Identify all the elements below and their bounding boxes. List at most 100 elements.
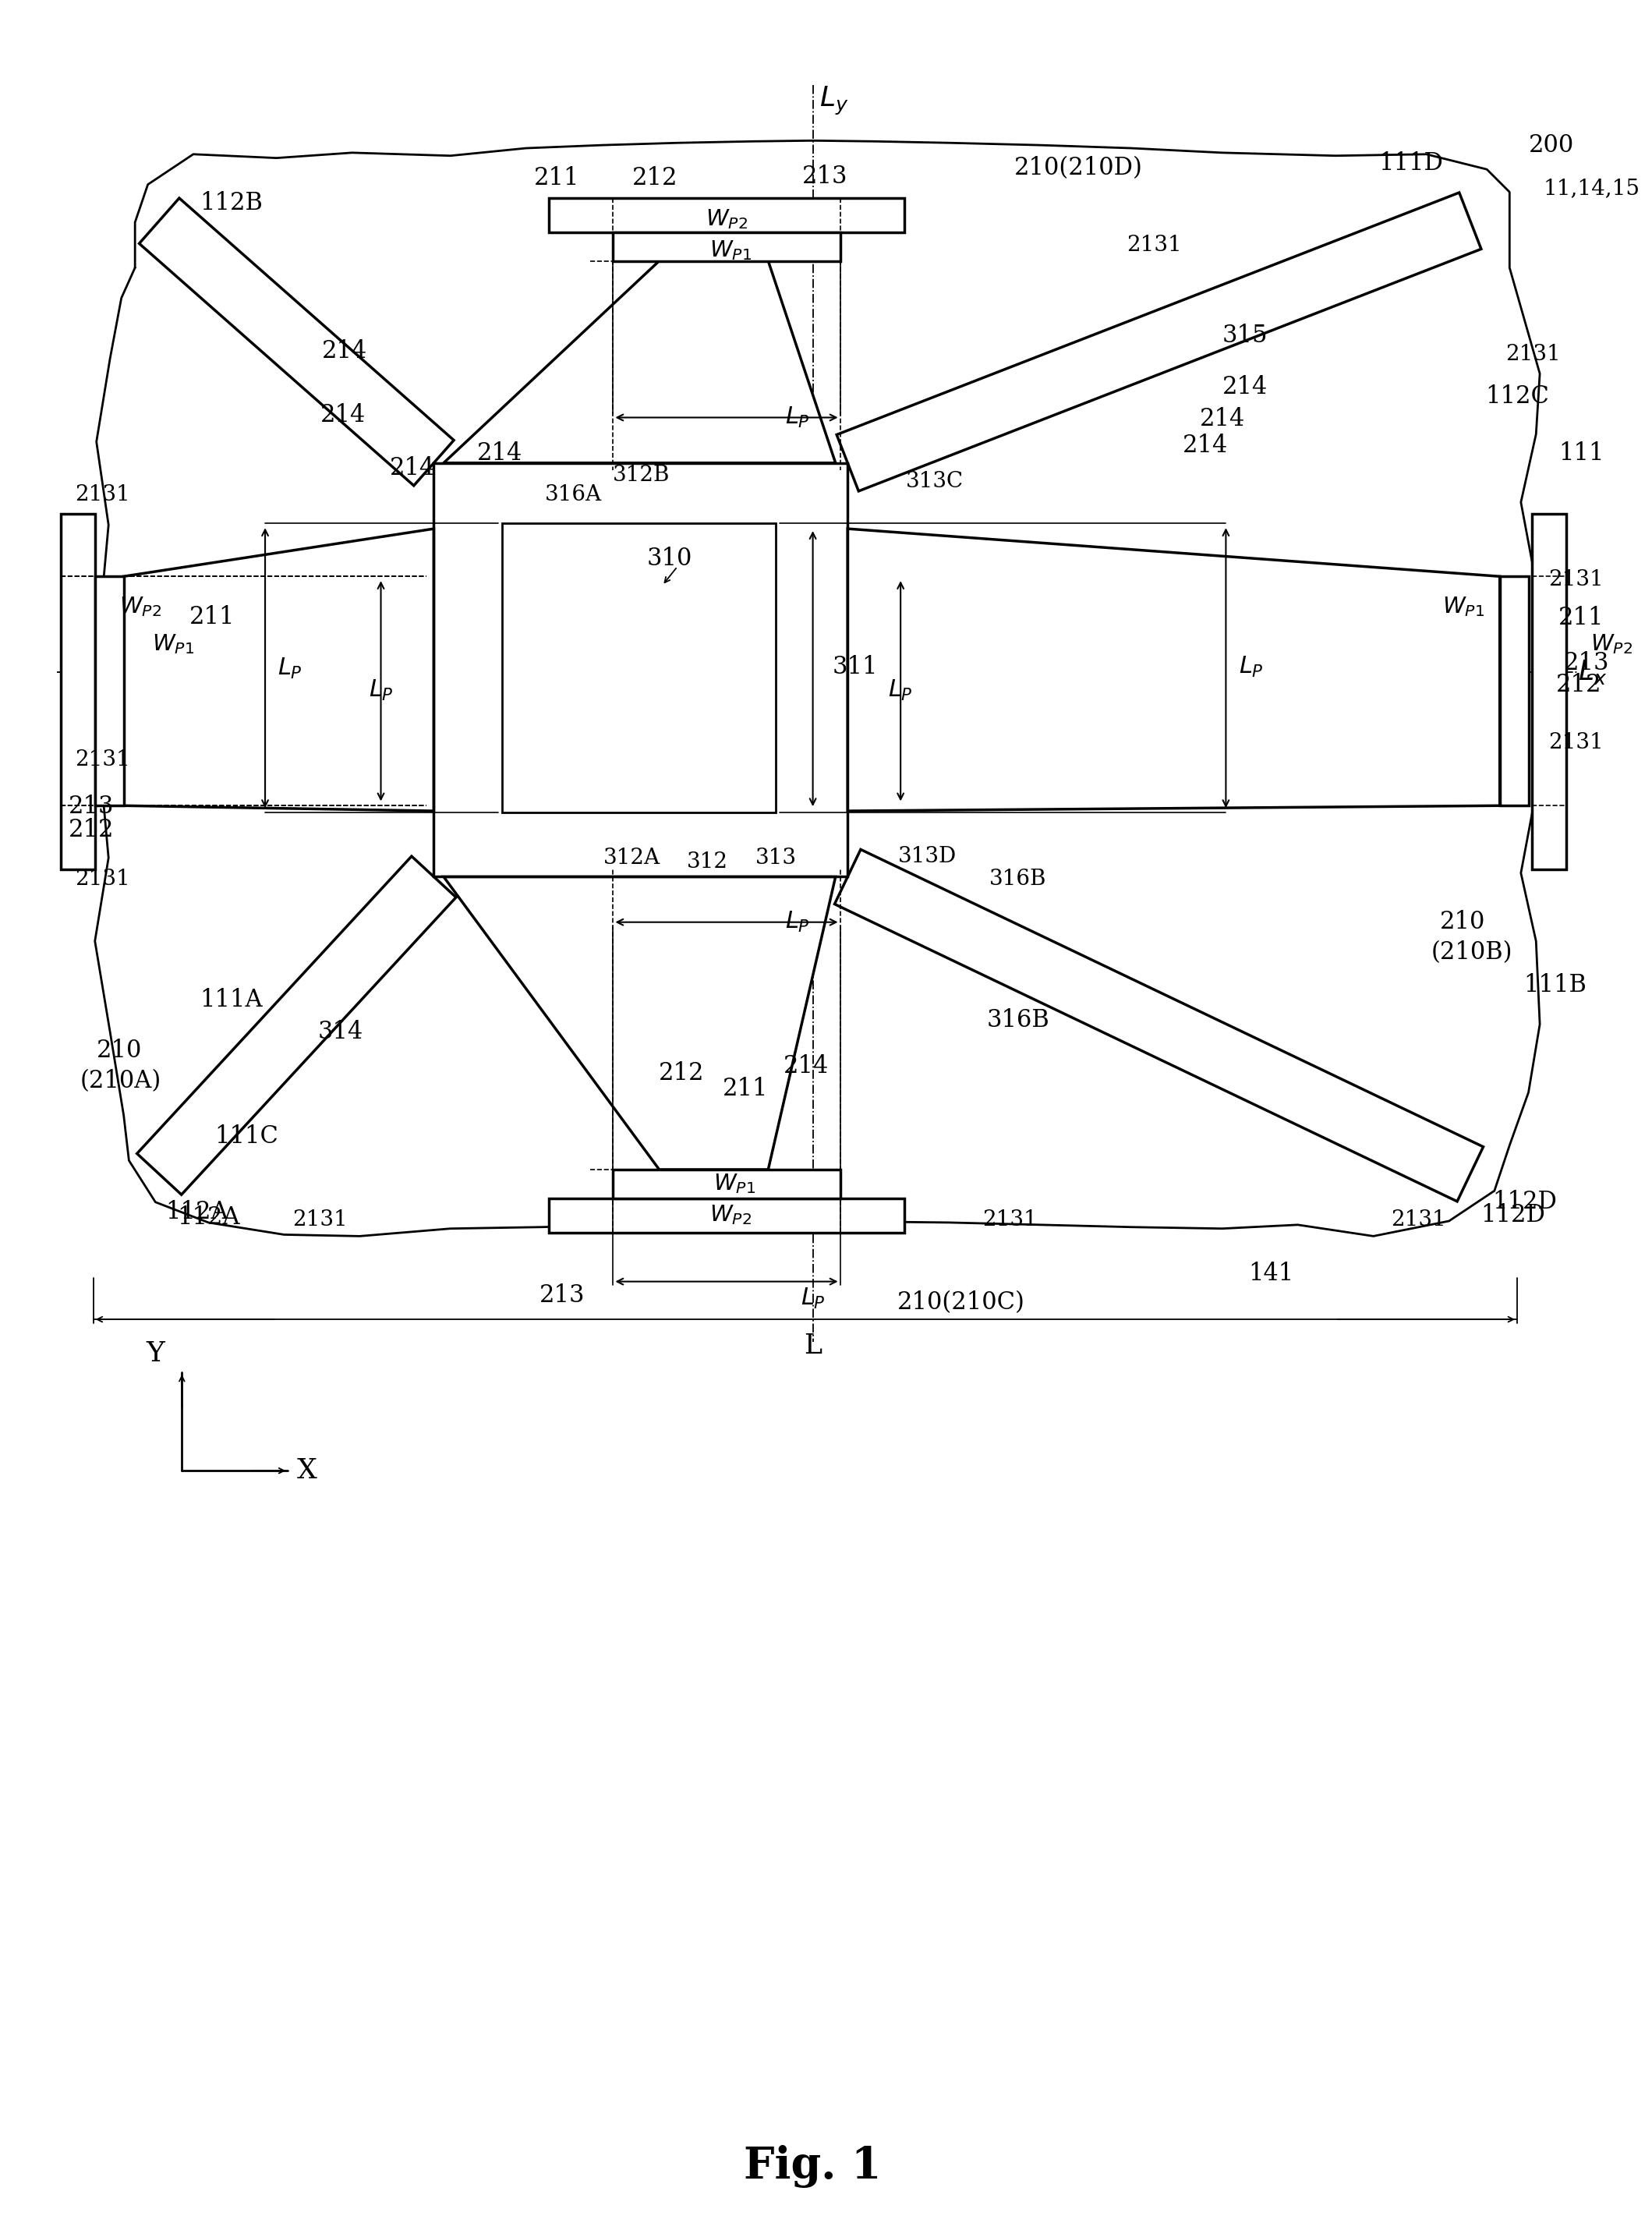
Text: 2131: 2131 (1548, 568, 1604, 591)
Polygon shape (836, 192, 1482, 492)
Text: 112A: 112A (165, 1199, 228, 1224)
Text: 316B: 316B (990, 868, 1046, 890)
Text: $W_{P2}$: $W_{P2}$ (119, 595, 162, 617)
Text: $W_{P1}$: $W_{P1}$ (709, 239, 752, 262)
Text: 213: 213 (540, 1284, 585, 1306)
Bar (1533, 515, 1566, 870)
Text: 2131: 2131 (74, 749, 131, 770)
Text: 2131: 2131 (1391, 1208, 1447, 1230)
Bar (434, 812, 847, 877)
Text: 11,14,15: 11,14,15 (1543, 177, 1639, 199)
Bar (776, 523, 847, 812)
Text: 312A: 312A (603, 848, 661, 868)
Text: 210: 210 (1441, 910, 1485, 935)
Text: 316A: 316A (545, 483, 601, 506)
Text: 2131: 2131 (1548, 731, 1604, 754)
Text: $L_P$: $L_P$ (785, 405, 809, 430)
Text: $L_y$: $L_y$ (819, 85, 849, 116)
Text: 213: 213 (68, 794, 114, 819)
Text: (210A): (210A) (79, 1069, 162, 1094)
Text: (210B): (210B) (1431, 940, 1513, 964)
Text: 2131: 2131 (1127, 235, 1181, 255)
Polygon shape (124, 528, 434, 812)
Text: 214: 214 (783, 1054, 829, 1078)
Text: 2131: 2131 (983, 1208, 1037, 1230)
Text: $L_P$: $L_P$ (889, 678, 914, 702)
Text: $W_{P2}$: $W_{P2}$ (1591, 633, 1632, 655)
Text: 312: 312 (687, 850, 729, 872)
Text: $W_{P1}$: $W_{P1}$ (1442, 595, 1485, 617)
Text: $W_{P2}$: $W_{P2}$ (709, 1204, 752, 1226)
Text: 312B: 312B (613, 465, 669, 485)
Text: 2131: 2131 (74, 868, 131, 890)
Text: 213: 213 (1564, 651, 1609, 676)
Text: 2131: 2131 (74, 483, 131, 506)
Text: 111D: 111D (1379, 152, 1444, 174)
Text: $L_x$: $L_x$ (1578, 658, 1607, 687)
Polygon shape (139, 199, 454, 485)
Text: 214: 214 (322, 338, 367, 362)
Text: $W_{P1}$: $W_{P1}$ (714, 1172, 755, 1195)
Bar (434, 523, 502, 812)
Text: 112A: 112A (177, 1206, 240, 1230)
Text: 141: 141 (1249, 1262, 1294, 1286)
Text: 214: 214 (477, 441, 522, 465)
Text: L: L (805, 1333, 821, 1360)
Text: 313D: 313D (897, 846, 957, 868)
Bar (502, 523, 776, 812)
Bar (1500, 577, 1528, 805)
Bar (548, 1199, 904, 1233)
Text: 2131: 2131 (292, 1208, 349, 1230)
Text: 111B: 111B (1523, 973, 1586, 998)
Text: 112C: 112C (1485, 385, 1550, 409)
Text: $W_{P2}$: $W_{P2}$ (705, 208, 748, 230)
Text: 211: 211 (534, 166, 580, 190)
Bar (94, 577, 124, 805)
Text: 211: 211 (1558, 606, 1604, 631)
Text: 111C: 111C (215, 1125, 278, 1148)
Text: $L_P$: $L_P$ (785, 910, 809, 935)
Text: 111: 111 (1558, 441, 1604, 465)
Text: 210(210C): 210(210C) (897, 1291, 1024, 1315)
Text: 316B: 316B (986, 1009, 1049, 1033)
Bar (434, 463, 847, 877)
Text: X: X (297, 1459, 317, 1483)
Text: 212: 212 (659, 1060, 704, 1085)
Text: 200: 200 (1528, 132, 1574, 157)
Polygon shape (137, 857, 456, 1195)
Text: 214: 214 (1199, 407, 1246, 432)
Text: $W_{P1}$: $W_{P1}$ (152, 633, 193, 655)
Text: Fig. 1: Fig. 1 (743, 2145, 882, 2188)
Text: 314: 314 (319, 1020, 363, 1045)
Text: 313C: 313C (905, 472, 963, 492)
Text: $L_P$: $L_P$ (368, 678, 393, 702)
Text: 212: 212 (633, 166, 677, 190)
Text: 213: 213 (803, 166, 847, 188)
Text: 112D: 112D (1492, 1190, 1556, 1215)
Text: 211: 211 (722, 1076, 768, 1101)
Text: 212: 212 (68, 819, 114, 841)
Text: 210(210D): 210(210D) (1014, 157, 1143, 179)
Text: 311: 311 (833, 655, 879, 680)
Text: Y: Y (145, 1340, 165, 1367)
Text: 212: 212 (1556, 673, 1602, 698)
Polygon shape (444, 262, 836, 463)
Bar (613, 233, 841, 262)
Text: 112D: 112D (1482, 1204, 1546, 1228)
Bar (61, 515, 94, 870)
Bar (434, 463, 847, 523)
Text: 214: 214 (1183, 434, 1227, 459)
Text: $L_P$: $L_P$ (278, 658, 302, 680)
Text: 2131: 2131 (1505, 344, 1561, 365)
Text: 210: 210 (96, 1038, 142, 1063)
Text: 310: 310 (648, 546, 692, 570)
Text: 214: 214 (320, 403, 365, 427)
Polygon shape (444, 877, 836, 1170)
Text: 315: 315 (1222, 324, 1267, 349)
Bar (502, 523, 776, 812)
Polygon shape (847, 528, 1500, 812)
Bar (548, 199, 904, 233)
Text: 214: 214 (1222, 376, 1267, 400)
Text: 313: 313 (755, 848, 796, 868)
Bar (613, 1170, 841, 1199)
